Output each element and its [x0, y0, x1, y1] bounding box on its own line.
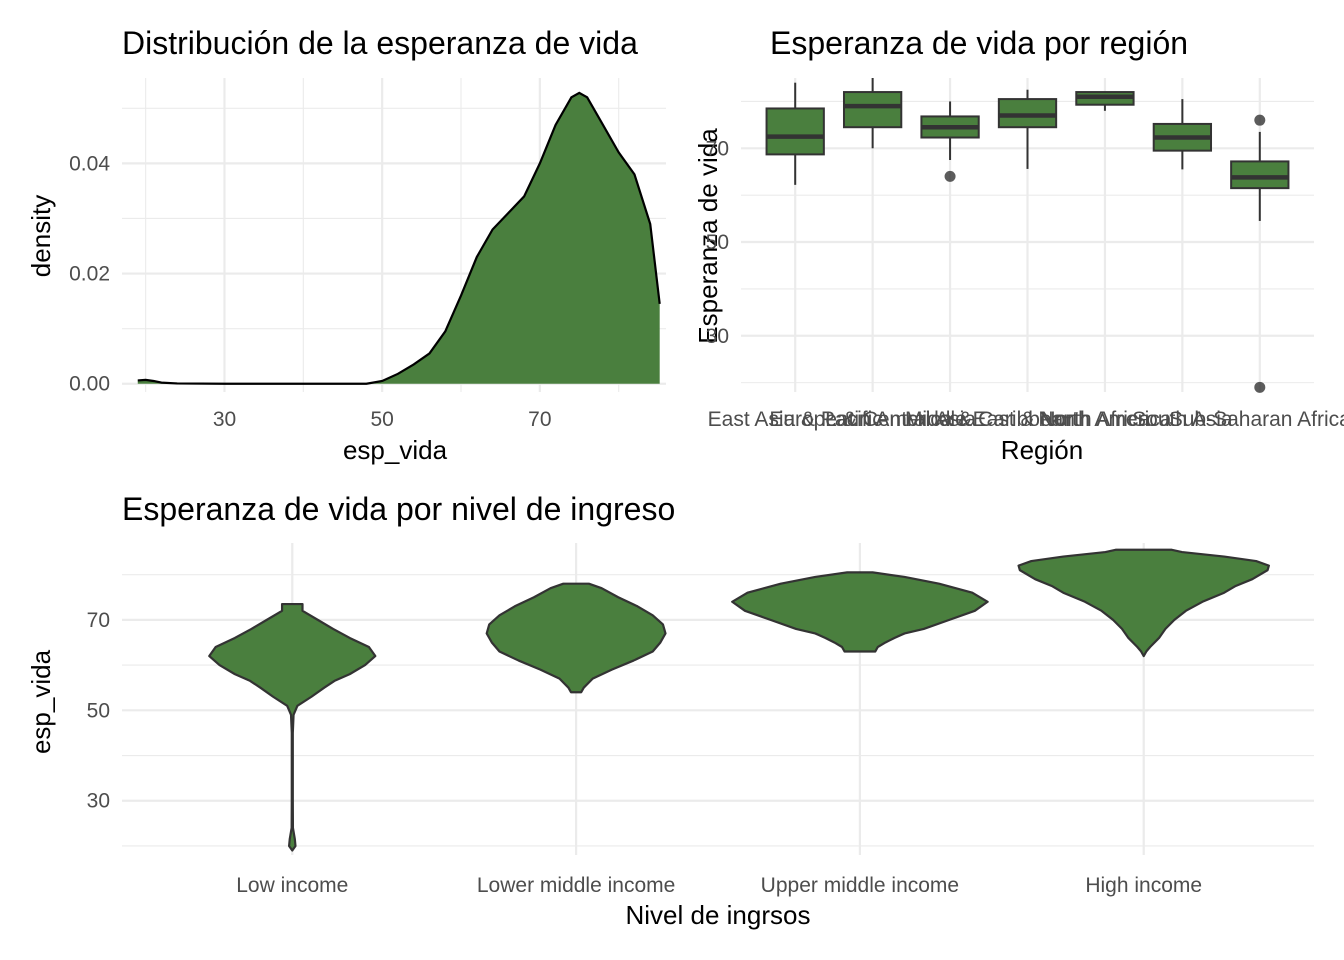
- density-x-axis-title: esp_vida: [343, 435, 448, 465]
- density-area: [137, 92, 660, 384]
- density-y-axis-title: density: [26, 195, 56, 277]
- x-tick-label: 30: [213, 408, 236, 431]
- violin: [208, 602, 377, 852]
- y-tick-label: 0.04: [69, 152, 110, 175]
- y-tick-label: 50: [706, 231, 729, 254]
- x-tick-label: Low income: [236, 874, 348, 897]
- violin: [485, 582, 667, 694]
- y-tick-label: 50: [87, 699, 110, 722]
- y-tick-label: 0.00: [69, 373, 110, 396]
- x-tick-label: South Asia: [1132, 408, 1233, 431]
- region-x-axis-title: Región: [1001, 435, 1083, 465]
- y-tick-label: 30: [706, 325, 729, 348]
- y-tick-label: 70: [706, 137, 729, 160]
- income-plot-area: 30 50 70 Low income Lower middle income Upper…: [87, 543, 1314, 897]
- x-tick-label: Europe & Central Asia: [769, 408, 976, 431]
- box-outlier: [1254, 114, 1266, 126]
- box-outlier: [944, 170, 956, 182]
- density-plot-area: 0.00 0.02 0.04 30 50 70: [69, 78, 666, 431]
- x-tick-label: 70: [528, 408, 551, 431]
- x-tick-label: North America: [1038, 408, 1171, 431]
- region-chart-title: Esperanza de vida por región: [770, 25, 1188, 61]
- income-y-axis-title: esp_vida: [26, 649, 56, 754]
- box-outlier: [1254, 381, 1266, 393]
- x-tick-label: Lower middle income: [477, 874, 675, 897]
- violin: [731, 571, 989, 653]
- y-tick-label: 0.02: [69, 263, 110, 286]
- x-tick-label: Sub-Saharan Africa: [1169, 408, 1344, 431]
- x-tick-label: Middle East & North Africa: [905, 408, 1150, 431]
- box: [997, 98, 1058, 129]
- density-chart-title: Distribución de la esperanza de vida: [122, 25, 638, 61]
- x-tick-label: East Asia & Pacific: [708, 408, 883, 431]
- region-y-axis-title: Esperanza de vida: [693, 128, 723, 344]
- box: [842, 91, 903, 129]
- y-tick-label: 70: [87, 609, 110, 632]
- box: [1230, 160, 1290, 190]
- violin: [1017, 548, 1270, 658]
- density-line: [137, 91, 661, 385]
- x-tick-label: Latin America & Caribbean: [825, 408, 1075, 431]
- x-tick-label: High income: [1085, 874, 1202, 897]
- x-tick-label: Upper middle income: [761, 874, 959, 897]
- box: [765, 107, 825, 156]
- income-x-axis-title: Nivel de ingrsos: [626, 900, 811, 930]
- x-tick-label: 50: [370, 408, 393, 431]
- y-tick-label: 30: [87, 790, 110, 813]
- income-chart-title: Esperanza de vida por nivel de ingreso: [122, 491, 675, 527]
